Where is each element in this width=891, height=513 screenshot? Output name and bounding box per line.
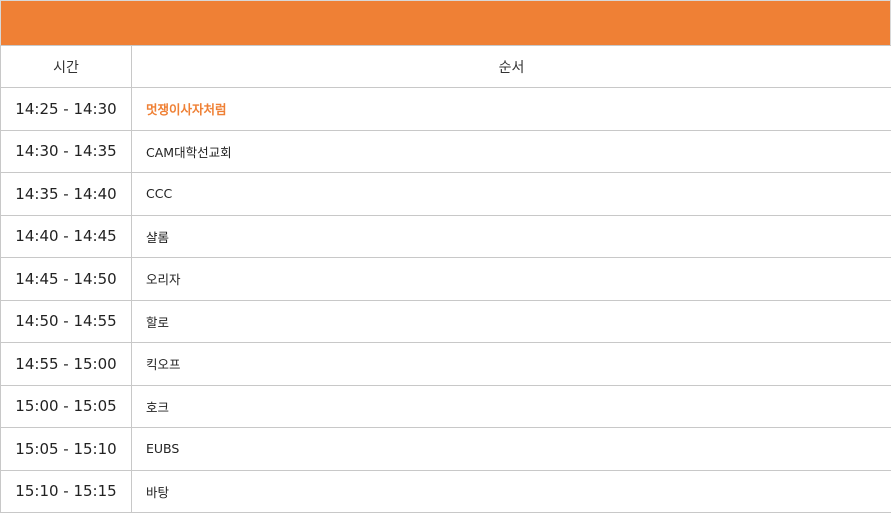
- time-cell: 14:55 - 15:00: [1, 343, 132, 386]
- order-column-header: 순서: [132, 46, 891, 88]
- act-cell: 샬롬: [132, 215, 891, 258]
- table-row: 15:00 - 15:05 호크: [1, 385, 891, 428]
- act-cell: EUBS: [132, 428, 891, 471]
- time-cell: 14:45 - 14:50: [1, 258, 132, 301]
- schedule-table: 시간 순서 14:25 - 14:30 멋쟁이사자처럼 14:30 - 14:3…: [0, 45, 891, 513]
- time-cell: 14:30 - 14:35: [1, 130, 132, 173]
- time-cell: 15:10 - 15:15: [1, 470, 132, 513]
- time-cell: 14:25 - 14:30: [1, 88, 132, 131]
- table-row: 14:40 - 14:45 샬롬: [1, 215, 891, 258]
- act-cell: 바탕: [132, 470, 891, 513]
- table-row: 14:50 - 14:55 할로: [1, 300, 891, 343]
- table-row: 14:30 - 14:35 CAM대학선교회: [1, 130, 891, 173]
- act-cell: 할로: [132, 300, 891, 343]
- table-row: 14:25 - 14:30 멋쟁이사자처럼: [1, 88, 891, 131]
- time-column-header: 시간: [1, 46, 132, 88]
- table-row: 14:55 - 15:00 킥오프: [1, 343, 891, 386]
- table-header-row: 시간 순서: [1, 46, 891, 88]
- table-row: 14:45 - 14:50 오리자: [1, 258, 891, 301]
- act-cell: 킥오프: [132, 343, 891, 386]
- act-cell: 호크: [132, 385, 891, 428]
- time-cell: 15:00 - 15:05: [1, 385, 132, 428]
- time-cell: 14:40 - 14:45: [1, 215, 132, 258]
- act-cell: CCC: [132, 173, 891, 216]
- time-cell: 14:35 - 14:40: [1, 173, 132, 216]
- act-cell: 오리자: [132, 258, 891, 301]
- table-row: 15:05 - 15:10 EUBS: [1, 428, 891, 471]
- table-row: 14:35 - 14:40 CCC: [1, 173, 891, 216]
- act-cell: CAM대학선교회: [132, 130, 891, 173]
- header-banner: [0, 0, 891, 45]
- time-cell: 15:05 - 15:10: [1, 428, 132, 471]
- act-cell: 멋쟁이사자처럼: [132, 88, 891, 131]
- time-cell: 14:50 - 14:55: [1, 300, 132, 343]
- table-row: 15:10 - 15:15 바탕: [1, 470, 891, 513]
